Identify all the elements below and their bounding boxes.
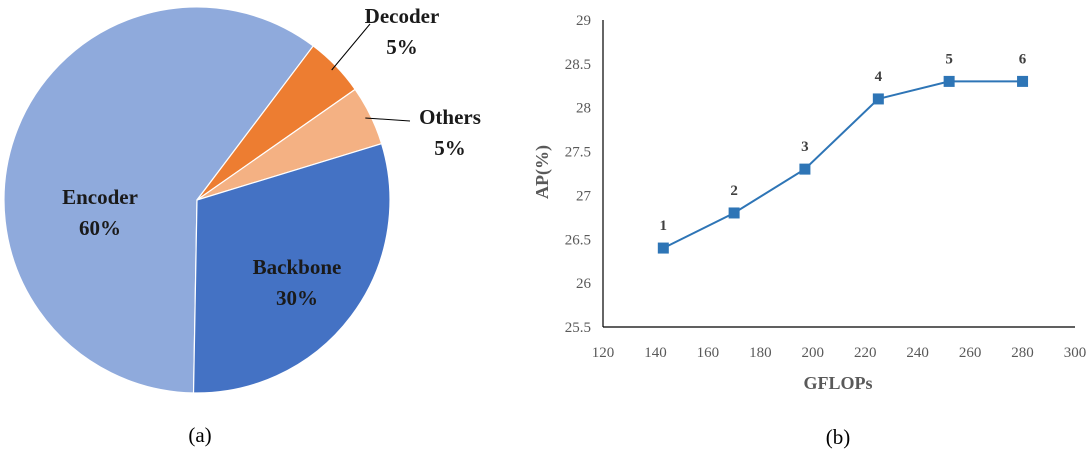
point-label: 5 bbox=[945, 51, 953, 67]
pie-leader-lines bbox=[331, 23, 411, 122]
y-axis-title: AP(%) bbox=[532, 145, 553, 199]
line-series bbox=[662, 80, 1023, 249]
data-point-marker bbox=[728, 207, 740, 219]
y-tick-labels: 25.5 26 26.5 27 27.5 28 28.5 29 bbox=[565, 13, 592, 336]
x-tick-label: 180 bbox=[749, 345, 772, 361]
pie-label-backbone: Backbone bbox=[253, 255, 342, 279]
y-tick-label: 26 bbox=[576, 276, 592, 292]
y-tick-label: 27.5 bbox=[565, 145, 591, 161]
y-tick-label: 26.5 bbox=[565, 232, 591, 248]
pie-label-decoder: Decoder bbox=[365, 4, 440, 28]
point-label: 3 bbox=[801, 139, 809, 155]
point-labels: 1 2 3 4 5 6 bbox=[660, 51, 1027, 234]
point-label: 2 bbox=[730, 183, 738, 199]
x-tick-label: 300 bbox=[1064, 345, 1087, 361]
pie-caption: (a) bbox=[188, 423, 211, 447]
data-point-marker bbox=[872, 93, 884, 105]
data-point-marker bbox=[657, 242, 669, 254]
pie-slice-encoder bbox=[3, 6, 315, 394]
x-tick-label: 260 bbox=[959, 345, 982, 361]
x-tick-label: 280 bbox=[1011, 345, 1034, 361]
line-caption: (b) bbox=[826, 425, 851, 449]
line-points bbox=[657, 75, 1029, 254]
point-label: 4 bbox=[875, 69, 883, 85]
pie-labels: Encoder 60% Decoder 5% Others 5% Backbone 30% bbox=[62, 4, 481, 310]
point-label: 6 bbox=[1019, 51, 1027, 67]
leader-line-others bbox=[365, 117, 411, 122]
pie-label-encoder: Encoder bbox=[62, 185, 138, 209]
pie-value-encoder: 60% bbox=[79, 216, 121, 240]
x-tick-label: 200 bbox=[802, 345, 825, 361]
pie-value-decoder: 5% bbox=[386, 35, 418, 59]
x-tick-label: 160 bbox=[697, 345, 720, 361]
x-tick-label: 240 bbox=[906, 345, 929, 361]
line-axes bbox=[602, 20, 1075, 328]
pie-value-others: 5% bbox=[434, 136, 466, 160]
pie-chart-panel: Encoder 60% Decoder 5% Others 5% Backbone 30% (… bbox=[3, 4, 481, 447]
series-line bbox=[662, 80, 1023, 249]
data-point-marker bbox=[799, 163, 811, 175]
y-tick-label: 28.5 bbox=[565, 57, 591, 73]
pie-slice-backbone bbox=[192, 142, 391, 394]
data-point-marker bbox=[943, 75, 955, 87]
x-tick-label: 220 bbox=[854, 345, 877, 361]
y-tick-label: 29 bbox=[576, 13, 591, 29]
y-tick-label: 25.5 bbox=[565, 320, 591, 336]
pie-label-others: Others bbox=[419, 105, 481, 129]
pie-value-backbone: 30% bbox=[276, 286, 318, 310]
leader-line-decoder bbox=[331, 23, 371, 71]
point-label: 1 bbox=[660, 218, 668, 234]
y-tick-label: 27 bbox=[576, 188, 592, 204]
x-tick-label: 140 bbox=[644, 345, 667, 361]
x-tick-labels: 120 140 160 180 200 220 240 260 280 300 bbox=[592, 345, 1087, 361]
pie-slices bbox=[3, 6, 391, 394]
x-tick-label: 120 bbox=[592, 345, 615, 361]
data-point-marker bbox=[1017, 75, 1029, 87]
y-tick-label: 28 bbox=[576, 101, 591, 117]
x-axis-title: GFLOPs bbox=[803, 373, 872, 393]
